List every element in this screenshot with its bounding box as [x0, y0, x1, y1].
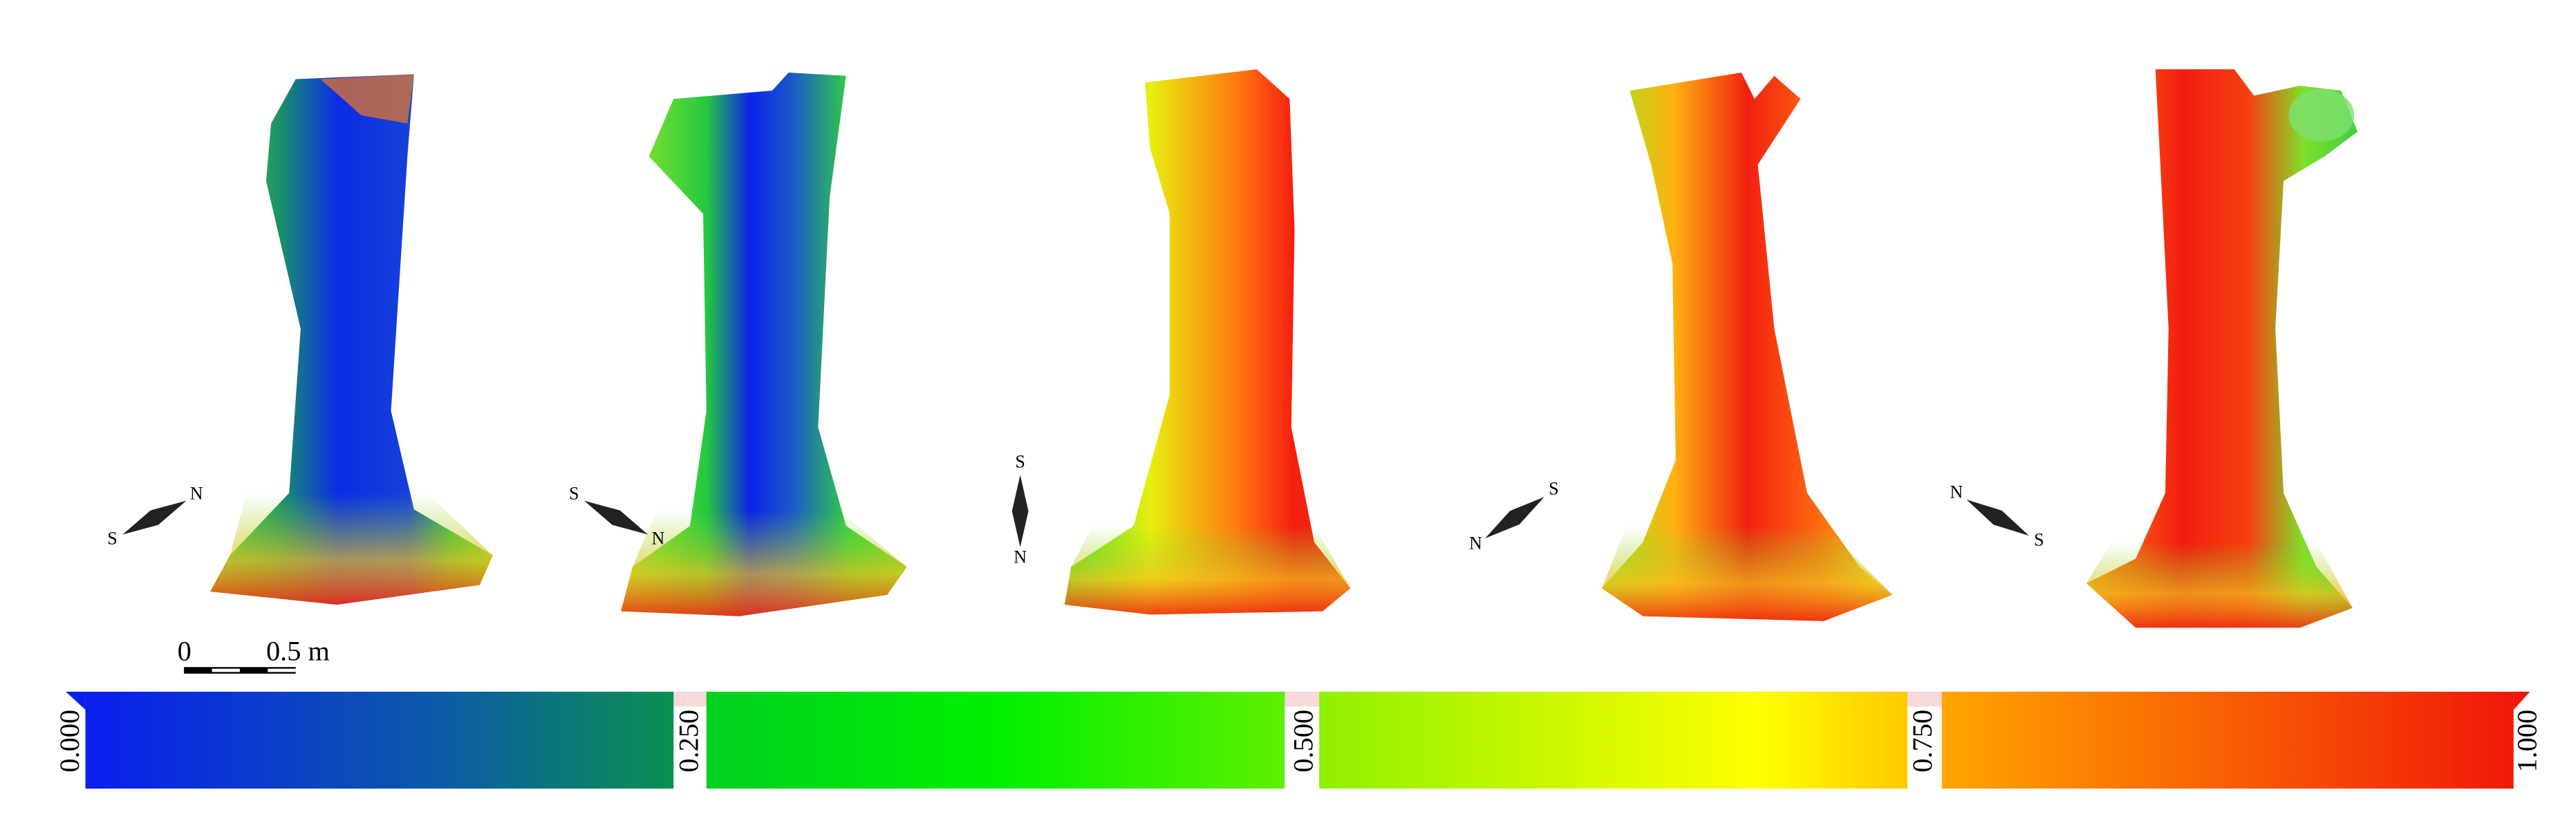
compass-needle — [1485, 497, 1544, 539]
compass-needle — [1011, 475, 1029, 547]
colorbar-tick-label: 0.750 — [1907, 710, 1938, 773]
tree-2 — [621, 73, 907, 616]
compass-label: N — [652, 528, 665, 548]
scale-bar: 0 0.5 m — [178, 636, 330, 674]
compass-label: S — [1015, 452, 1025, 472]
compass-label: S — [569, 484, 579, 504]
compasses: N S S N S N S N N S — [107, 452, 2044, 567]
compass-label: N — [1950, 482, 1963, 502]
compass-label: S — [107, 528, 118, 548]
colorbar-tick-label: 0.250 — [673, 710, 704, 773]
compass-label: S — [2034, 529, 2044, 549]
colorbar-ticks: 0.000 0.250 0.500 0.750 1.000 — [54, 710, 2543, 773]
colorbar-tick-label: 0.500 — [1287, 710, 1318, 773]
compass-label: N — [1469, 534, 1482, 554]
tree-3 — [1064, 69, 1351, 615]
tree-1 — [210, 74, 493, 605]
scale-start: 0 — [178, 636, 192, 667]
tree-4 — [1601, 73, 1893, 621]
compass-label: N — [1014, 547, 1027, 567]
colorbar — [66, 691, 2530, 789]
scale-end: 0.5 m — [266, 636, 330, 667]
tree-5 — [2086, 69, 2358, 628]
compass-needle — [584, 500, 648, 535]
compass-needle — [122, 500, 187, 535]
compass-needle — [1966, 499, 2029, 536]
compass-label: S — [1549, 478, 1559, 498]
colorbar-tick-label: 1.000 — [2512, 710, 2543, 773]
colorbar-tick-label: 0.000 — [54, 710, 85, 773]
compass-label: N — [190, 484, 203, 504]
